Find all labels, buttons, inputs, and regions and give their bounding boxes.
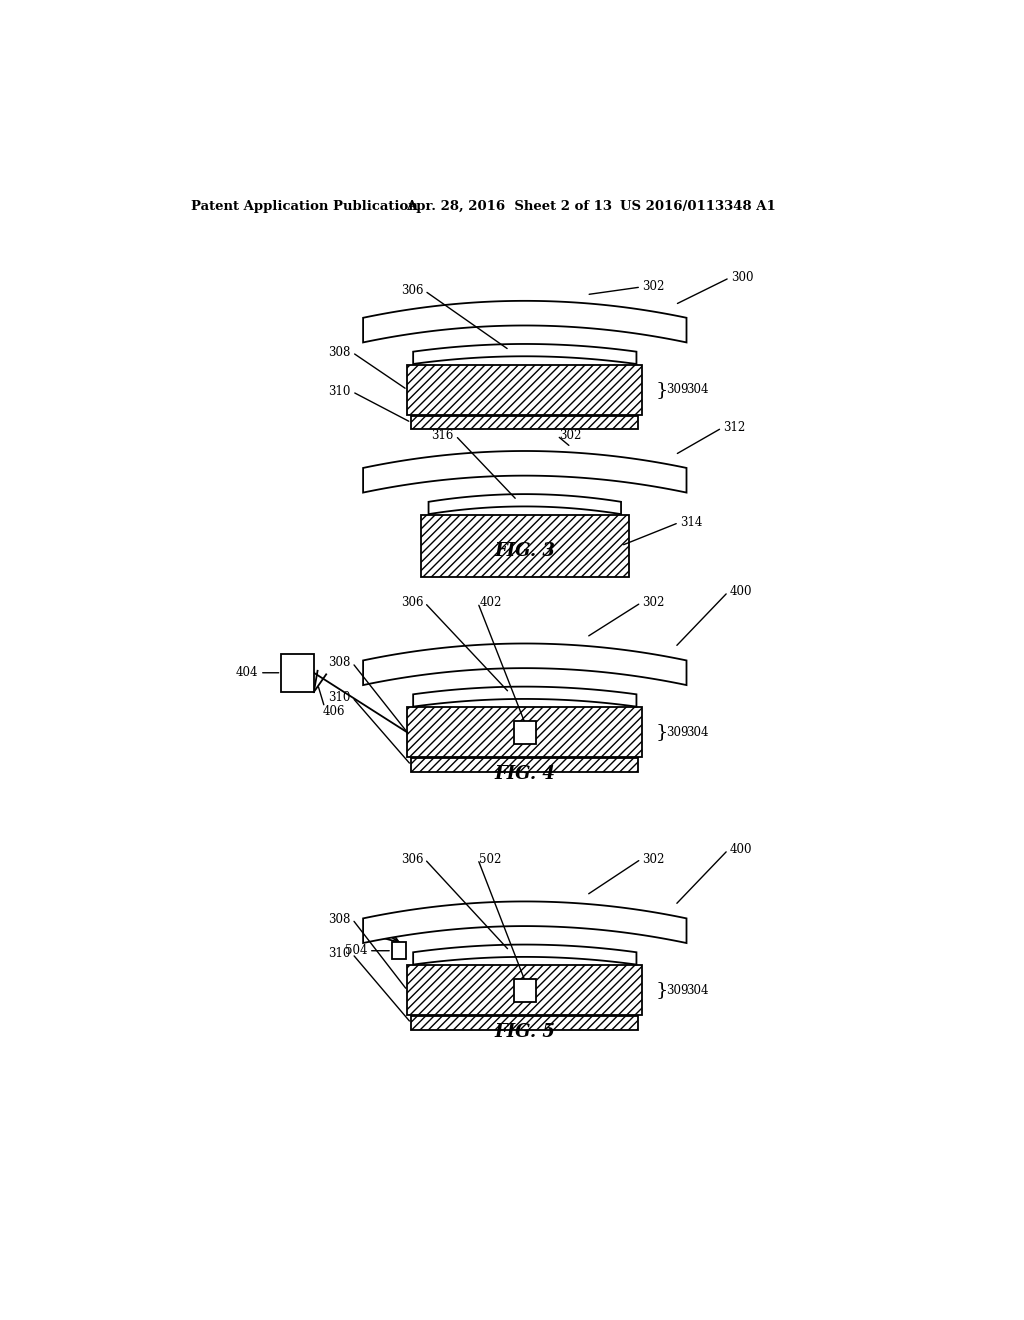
Text: 302: 302 [559, 429, 581, 442]
Text: 309: 309 [666, 383, 688, 396]
Text: 308: 308 [329, 346, 351, 359]
Text: 304: 304 [686, 383, 709, 396]
Polygon shape [364, 301, 686, 342]
Text: FIG. 3: FIG. 3 [495, 543, 555, 560]
Bar [282, 653, 313, 692]
Polygon shape [413, 345, 637, 364]
Text: 404: 404 [236, 667, 258, 680]
Text: 304: 304 [686, 983, 709, 997]
Text: 302: 302 [643, 853, 665, 866]
Text: 306: 306 [400, 284, 423, 297]
Text: 504: 504 [345, 944, 368, 957]
Text: 502: 502 [479, 853, 502, 866]
Text: 402: 402 [479, 597, 502, 610]
Bar [514, 979, 536, 1002]
Text: 304: 304 [686, 726, 709, 739]
Text: 302: 302 [643, 280, 665, 293]
Text: 314: 314 [680, 516, 702, 529]
Text: 310: 310 [329, 948, 351, 961]
Bar [514, 721, 536, 744]
Text: 312: 312 [724, 421, 745, 434]
Polygon shape [364, 451, 686, 492]
Polygon shape [413, 945, 637, 965]
Text: 406: 406 [323, 705, 345, 718]
Polygon shape [364, 902, 686, 942]
Text: FIG. 4: FIG. 4 [495, 766, 555, 783]
Text: US 2016/0113348 A1: US 2016/0113348 A1 [620, 199, 775, 213]
Text: 400: 400 [730, 585, 752, 598]
Text: 309: 309 [666, 726, 688, 739]
Text: }: } [655, 723, 668, 742]
Text: 316: 316 [431, 429, 454, 442]
Text: FIG. 5: FIG. 5 [495, 1023, 555, 1041]
Text: }: } [655, 981, 668, 999]
Text: 302: 302 [643, 597, 665, 610]
Bar [412, 416, 638, 429]
Bar [408, 708, 642, 758]
Text: 300: 300 [731, 271, 754, 284]
Text: 308: 308 [329, 656, 351, 669]
Polygon shape [364, 644, 686, 685]
Text: 306: 306 [400, 853, 423, 866]
Text: 310: 310 [329, 385, 351, 399]
Text: 309: 309 [666, 983, 688, 997]
Bar [408, 965, 642, 1015]
Text: 306: 306 [400, 597, 423, 610]
Text: Patent Application Publication: Patent Application Publication [190, 199, 418, 213]
Bar [412, 1016, 638, 1030]
Polygon shape [429, 494, 621, 515]
Text: 308: 308 [329, 912, 351, 925]
Bar [421, 515, 629, 577]
Text: 400: 400 [730, 843, 752, 857]
Bar [392, 942, 406, 960]
Text: 310: 310 [329, 690, 351, 704]
Polygon shape [413, 686, 637, 706]
Text: }: } [655, 380, 668, 399]
Text: Apr. 28, 2016  Sheet 2 of 13: Apr. 28, 2016 Sheet 2 of 13 [407, 199, 612, 213]
Bar [408, 364, 642, 414]
Bar [412, 758, 638, 772]
